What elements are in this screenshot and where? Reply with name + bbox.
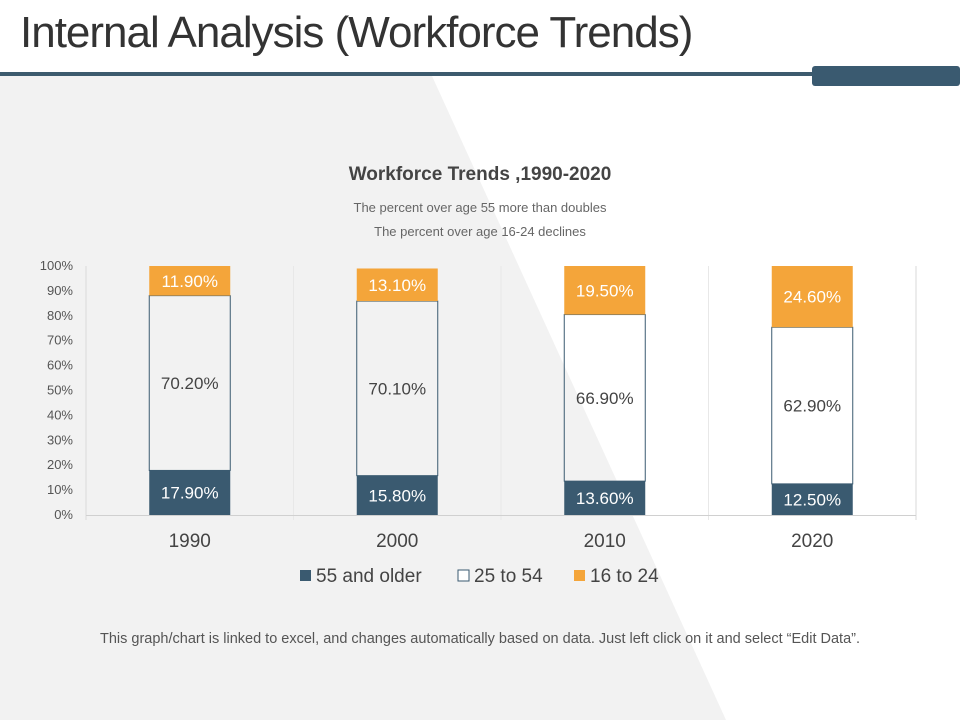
data-label: 66.90% <box>576 389 634 408</box>
y-tick-label: 90% <box>47 283 73 298</box>
data-label: 19.50% <box>576 281 634 300</box>
chart-subtitle-1: The percent over age 55 more than double… <box>353 200 607 215</box>
y-tick-label: 80% <box>47 308 73 323</box>
legend-label: 55 and older <box>316 566 422 587</box>
y-tick-label: 10% <box>47 482 73 497</box>
y-tick-label: 70% <box>47 333 73 348</box>
bar-segment <box>771 483 853 515</box>
y-tick-label: 20% <box>47 457 73 472</box>
y-tick-label: 30% <box>47 432 73 447</box>
data-label: 13.60% <box>576 489 634 508</box>
chart-title: Workforce Trends ,1990-2020 <box>348 164 612 185</box>
bar-segment <box>149 470 231 515</box>
y-tick-label: 40% <box>47 407 73 422</box>
data-label: 70.20% <box>161 374 219 393</box>
bar-segment <box>356 475 438 515</box>
data-label: 13.10% <box>368 276 426 295</box>
legend-swatch <box>300 570 311 581</box>
bar-segment <box>356 300 439 477</box>
title-rule <box>0 72 820 76</box>
y-tick-label: 100% <box>40 258 74 273</box>
data-label: 17.90% <box>161 484 219 503</box>
accent-tab <box>812 66 960 86</box>
footnote: This graph/chart is linked to excel, and… <box>99 631 861 647</box>
data-label: 70.10% <box>368 379 426 398</box>
data-label: 11.90% <box>162 272 218 291</box>
data-label: 62.90% <box>783 397 841 416</box>
bar-segment <box>771 266 853 328</box>
y-tick-label: 60% <box>47 358 73 373</box>
y-tick-label: 0% <box>54 507 73 522</box>
data-label: 15.80% <box>368 486 426 505</box>
bar-segment <box>564 481 646 515</box>
data-label: 12.50% <box>783 490 841 509</box>
x-tick-label: 2020 <box>791 531 833 552</box>
data-label: 24.60% <box>783 288 841 307</box>
bar-segment <box>149 266 231 296</box>
x-tick-label: 1990 <box>169 531 211 552</box>
legend-swatch <box>457 569 470 582</box>
legend-label: 16 to 24 <box>590 566 659 587</box>
slide-title: Internal Analysis (Workforce Trends) <box>20 8 693 57</box>
legend-swatch <box>574 570 585 581</box>
bar-segment <box>356 268 438 302</box>
x-tick-label: 2000 <box>376 531 418 552</box>
y-tick-label: 50% <box>47 383 73 398</box>
chart-subtitle-2: The percent over age 16-24 declines <box>374 224 586 239</box>
bar-segment <box>564 266 646 315</box>
x-tick-label: 2010 <box>584 531 626 552</box>
legend-label: 25 to 54 <box>474 566 543 587</box>
